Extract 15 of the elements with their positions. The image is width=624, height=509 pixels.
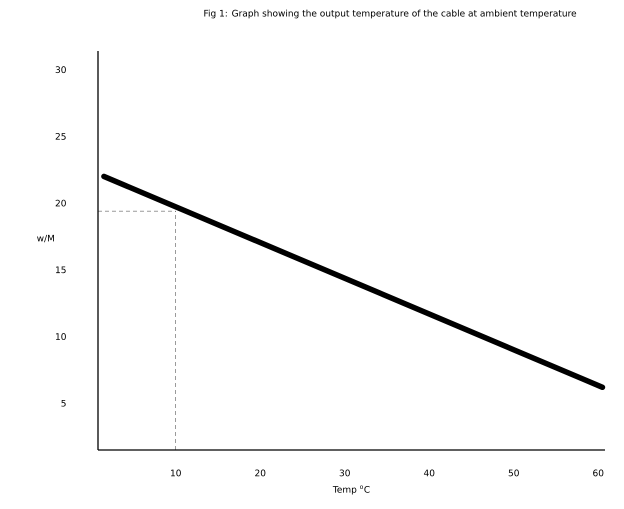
- chart-title: Fig 1: Graph showing the output temperature of the cable at ambient temperature: [204, 10, 576, 18]
- y-tick-label: 10: [56, 333, 66, 340]
- y-tick-label: 20: [56, 200, 66, 207]
- x-tick-label: 40: [424, 470, 434, 476]
- x-tick-label: 60: [593, 470, 604, 476]
- y-tick-label: 25: [56, 133, 66, 140]
- x-axis-title: Temp $^{o}$C: [332, 485, 370, 495]
- y-tick-label: 5: [61, 400, 66, 407]
- x-tick-label: 20: [255, 470, 266, 476]
- y-tick-label: 15: [56, 266, 66, 274]
- y-tick-label: 30: [56, 66, 66, 74]
- x-tick-label: 30: [340, 470, 350, 476]
- x-tick-label: 10: [171, 470, 181, 476]
- y-axis-title: w/M: [37, 234, 54, 242]
- x-tick-label: 50: [508, 470, 519, 476]
